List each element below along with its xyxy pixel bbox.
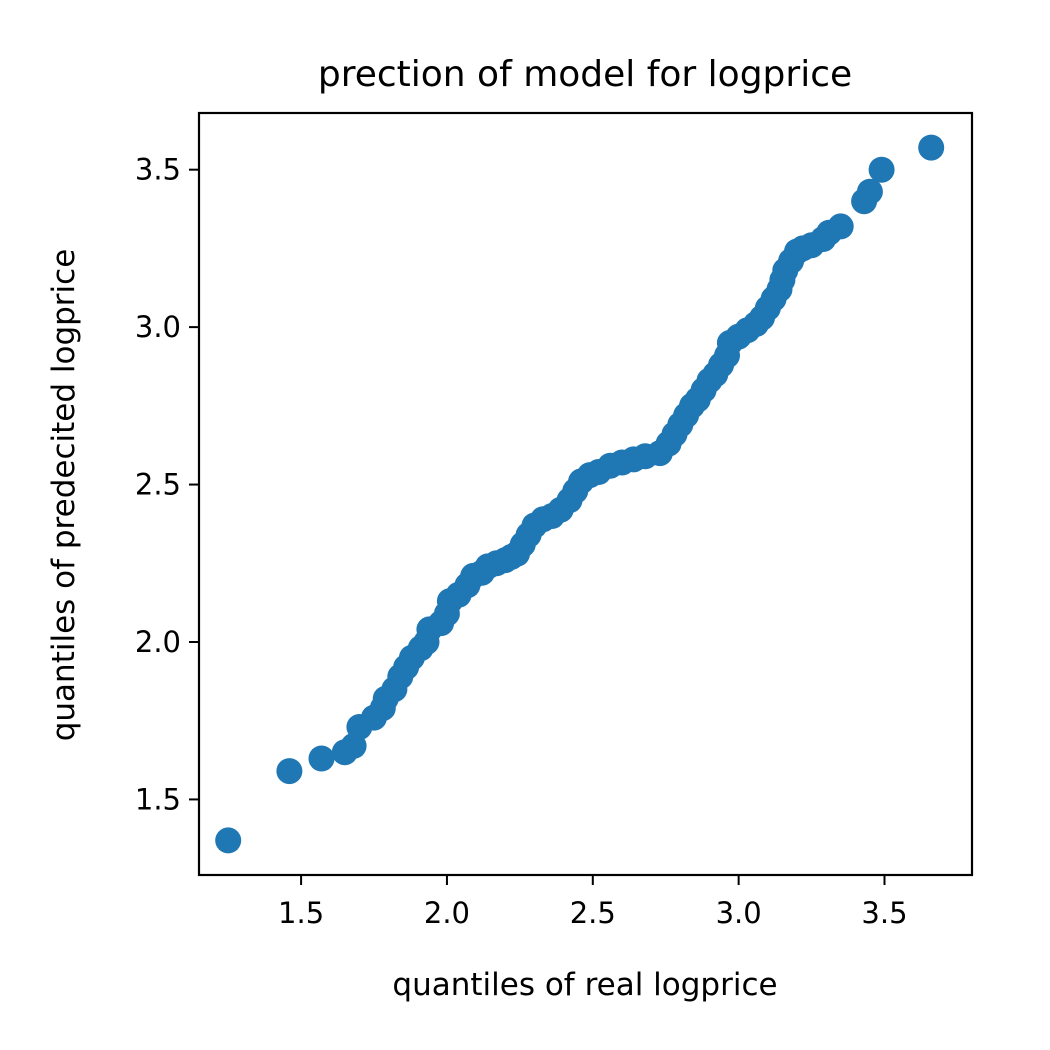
x-tick-label: 2.0 [424, 896, 470, 930]
chart-title: prection of model for logprice [318, 54, 852, 95]
plot-area-frame [197, 111, 974, 877]
data-point [868, 156, 895, 183]
x-tick-label: 1.5 [278, 896, 324, 930]
y-tick-label: 2.5 [135, 468, 181, 502]
data-point [215, 827, 242, 854]
points-layer [215, 134, 945, 854]
x-tick-label: 3.0 [716, 896, 762, 930]
x-axis-label: quantiles of real logprice [392, 967, 777, 1003]
data-point [827, 213, 854, 240]
data-point [276, 758, 303, 785]
y-tick-label: 3.0 [135, 310, 181, 344]
y-axis-label: quantiles of predecited logprice [46, 249, 82, 742]
data-point [918, 134, 945, 161]
y-tick-label: 2.0 [135, 625, 181, 659]
x-tick-label: 2.5 [570, 896, 616, 930]
y-axis: 1.5 2.0 2.5 3.0 3.5 [135, 153, 199, 816]
y-tick-label: 1.5 [135, 782, 181, 816]
x-axis: 1.5 2.0 2.5 3.0 3.5 [278, 875, 908, 930]
x-tick-label: 3.5 [861, 896, 907, 930]
y-tick-label: 3.5 [135, 153, 181, 187]
data-point [856, 178, 883, 205]
data-point [308, 745, 335, 772]
